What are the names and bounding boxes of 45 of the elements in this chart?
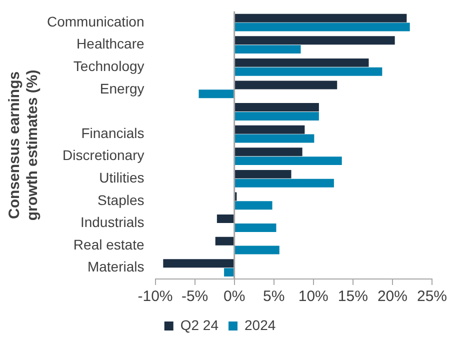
bar [234,246,280,254]
bar [234,22,410,32]
bar [216,214,234,224]
x-tick-label: 5% [263,288,285,306]
y-tick-label: Communication [46,13,144,30]
bar [163,259,234,268]
y-tick-label: Industrials [80,214,144,230]
bar [234,80,338,90]
bar [234,58,369,67]
y-tick-label: Utilities [99,170,144,186]
bar [234,14,407,22]
y-tick-label: Healthcare [76,36,144,52]
x-tick-label: 10% [298,288,328,306]
x-tick-label: 15% [338,288,368,306]
x-tick-label: -10% [138,288,173,306]
legend-label: 2024 [244,316,276,333]
y-axis-title: Consensus earnings growth estimates (%) [6,70,42,221]
bar [234,112,319,120]
bar [234,201,272,210]
x-tick-label: 0% [223,288,246,306]
bar [234,148,302,156]
y-tick-label: Discretionary [62,147,144,164]
y-tick-label: Technology [73,58,144,74]
y-tick-label: Energy [100,80,144,96]
bar [234,45,301,54]
x-tick-label: 25% [416,288,448,306]
bar [234,67,382,76]
y-tick-label: Real estate [73,236,144,252]
bar [234,178,334,188]
bar [198,90,234,98]
bar [234,125,305,134]
y-tick-label: Financials [81,124,144,141]
y-tick-label: Materials [87,258,144,275]
legend-label: Q2 24 [180,316,219,333]
bar [234,223,276,232]
bar [224,268,234,277]
x-tick-label: -5% [181,288,208,306]
y-tick-label: Staples [98,192,144,208]
bar [234,156,342,166]
bar [215,236,234,246]
x-tick-label: 20% [377,288,408,306]
bar [234,103,319,112]
bar [234,134,314,143]
bar [234,36,395,45]
bar [234,170,292,178]
